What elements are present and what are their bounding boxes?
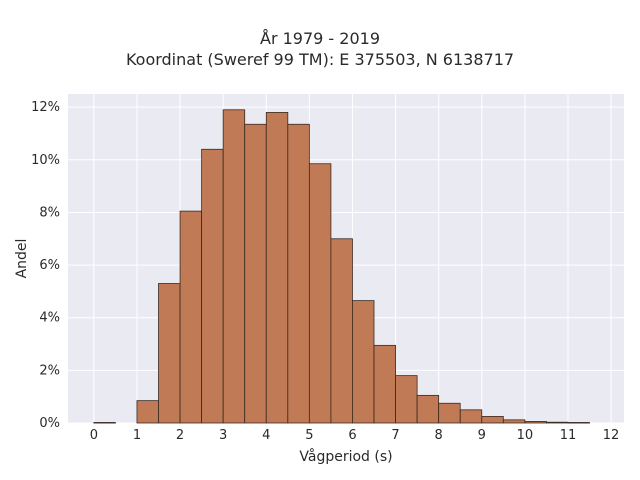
- histogram-bar: [502, 419, 526, 424]
- histogram-bar: [222, 109, 246, 424]
- y-tick-label: 0%: [39, 416, 60, 431]
- chart-subtitle: Koordinat (Sweref 99 TM): E 375503, N 61…: [125, 50, 515, 69]
- histogram-bar: [438, 402, 461, 424]
- histogram-bars: [93, 109, 590, 424]
- x-tick-label: 6: [348, 428, 356, 443]
- x-tick-label: 2: [176, 428, 184, 443]
- histogram-bar: [158, 283, 181, 424]
- x-tick-label: 1: [133, 428, 141, 443]
- x-axis-label: Vågperiod (s): [299, 448, 392, 465]
- histogram-bar: [395, 375, 418, 424]
- histogram-bar: [93, 422, 116, 424]
- y-tick-label: 8%: [39, 205, 60, 220]
- y-tick-label: 10%: [31, 153, 60, 168]
- x-tick-label: 7: [391, 428, 399, 443]
- histogram-bar: [330, 238, 353, 424]
- histogram-bar: [352, 300, 375, 424]
- histogram-bar: [287, 123, 310, 424]
- y-tick-label: 4%: [39, 311, 60, 326]
- histogram-bar: [201, 148, 224, 424]
- x-tick-label: 8: [435, 428, 443, 443]
- chart-title: År 1979 - 2019: [260, 29, 380, 48]
- histogram-bar: [179, 210, 203, 424]
- histogram-bar: [308, 163, 332, 424]
- histogram-bar: [136, 400, 159, 424]
- x-tick-label: 11: [560, 428, 577, 443]
- x-tick-label: 10: [517, 428, 534, 443]
- x-tick-label: 12: [603, 428, 620, 443]
- histogram-bar: [459, 409, 483, 424]
- x-tick-label: 3: [219, 428, 227, 443]
- x-tick-label: 9: [478, 428, 486, 443]
- histogram-bar: [416, 394, 440, 424]
- y-tick-label: 2%: [39, 363, 60, 378]
- histogram-bar: [373, 344, 396, 424]
- x-tick-label: 4: [262, 428, 270, 443]
- y-tick-label: 6%: [39, 258, 60, 273]
- x-tick-label: 0: [90, 428, 98, 443]
- x-axis-ticks: 0 1 2 3 4 5 6 7 8 9 10 11 12: [90, 428, 620, 443]
- histogram-bar: [265, 112, 289, 424]
- histogram-bar: [546, 421, 569, 424]
- x-tick-label: 5: [305, 428, 313, 443]
- y-axis-label: Andel: [14, 239, 30, 279]
- y-tick-label: 12%: [31, 100, 60, 115]
- y-axis-ticks: 0% 2% 4% 6% 8% 10% 12%: [31, 100, 60, 431]
- histogram-bar: [567, 422, 590, 424]
- histogram-bar: [244, 123, 267, 424]
- histogram-bar: [524, 421, 547, 424]
- histogram-bar: [481, 416, 504, 424]
